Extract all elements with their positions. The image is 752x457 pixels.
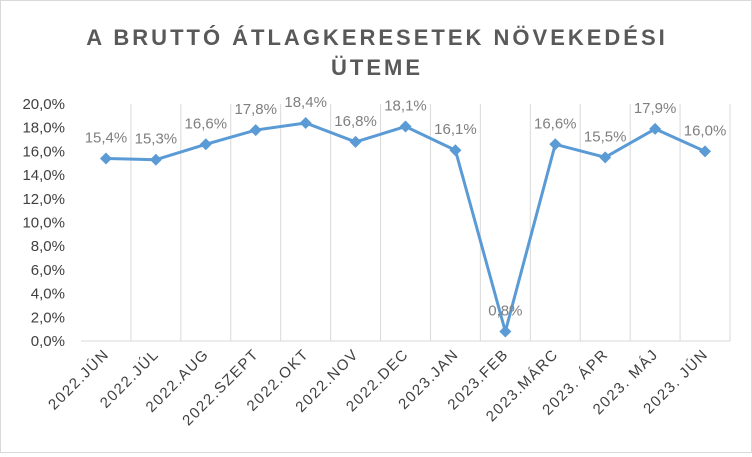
y-tick-label: 18,0% — [22, 120, 65, 137]
chart-title-line-1: A BRUTTÓ ÁTLAGKERESETEK NÖVEKEDÉSI — [86, 25, 668, 50]
data-label: 15,4% — [85, 130, 128, 147]
y-tick-label: 20,0% — [22, 96, 65, 113]
data-label: 17,9% — [634, 100, 677, 117]
data-label: 15,3% — [135, 131, 178, 148]
data-point-marker — [599, 151, 612, 164]
data-label: 16,8% — [334, 113, 377, 130]
label-layer: 15,4% 15,3% 16,6% 17,8% 18,4% 16,8% 18,1% 16,1%… — [85, 94, 727, 320]
data-point-marker — [399, 120, 412, 133]
series-layer — [99, 116, 712, 338]
data-label: 18,1% — [384, 98, 427, 115]
y-tick-label: 0,0% — [31, 333, 65, 350]
data-label: 15,5% — [584, 128, 627, 145]
chart-title-line-2: ÜTEME — [331, 55, 423, 80]
y-tick-label: 12,0% — [22, 191, 65, 208]
y-tick-label: 8,0% — [31, 238, 65, 255]
y-tick-label: 6,0% — [31, 262, 65, 279]
data-point-marker — [199, 138, 212, 151]
y-tick-label: 10,0% — [22, 215, 65, 232]
data-point-marker — [499, 325, 512, 338]
data-label: 18,4% — [284, 94, 327, 111]
y-tick-label: 2,0% — [31, 309, 65, 326]
data-point-marker — [649, 122, 662, 135]
data-point-marker — [699, 145, 712, 158]
series-line — [105, 121, 706, 334]
data-point-marker — [299, 116, 312, 129]
data-point-marker — [99, 152, 112, 165]
data-label: 17,8% — [234, 101, 277, 118]
y-tick-label: 16,0% — [22, 143, 65, 160]
data-point-marker — [349, 135, 362, 148]
data-label: 16,0% — [684, 122, 727, 139]
data-point-marker — [449, 144, 462, 157]
data-label: 16,6% — [185, 115, 228, 132]
y-tick-label: 4,0% — [31, 286, 65, 303]
data-point-marker — [549, 138, 562, 151]
data-point-marker — [249, 124, 262, 137]
y-tick-label: 14,0% — [22, 167, 65, 184]
data-label: 0,8% — [488, 303, 522, 320]
data-point-marker — [149, 153, 162, 166]
data-label: 16,6% — [534, 115, 577, 132]
data-label: 16,1% — [434, 121, 477, 138]
